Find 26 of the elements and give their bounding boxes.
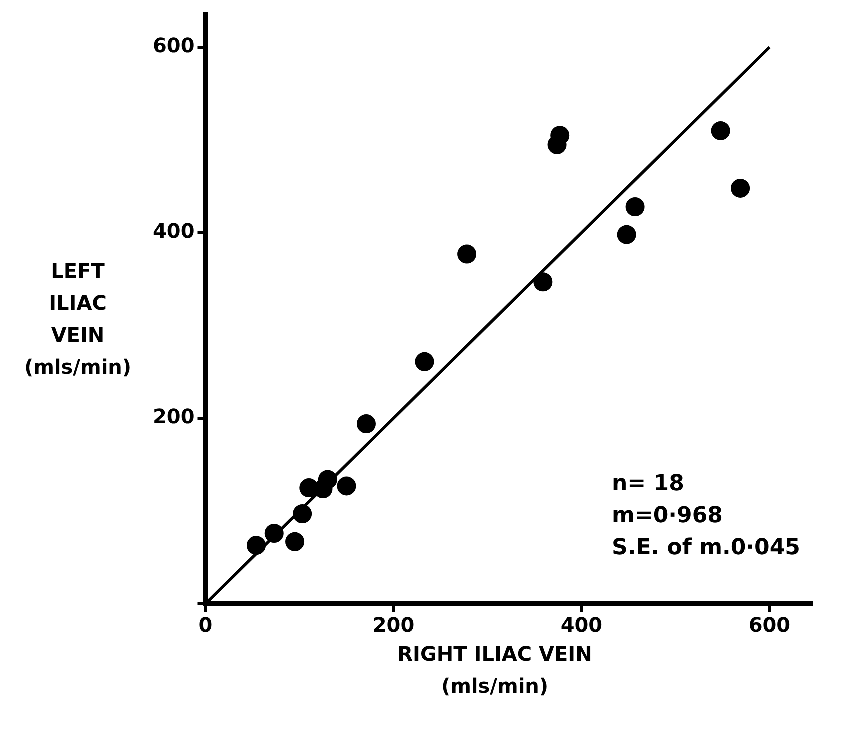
x-tick-label: 600 [748,613,791,638]
y-axis-title: LEFT ILIAC VEIN (mls/min) [23,258,133,381]
point [264,524,284,544]
point [626,198,645,217]
point [415,352,434,372]
point [731,178,750,198]
point [458,244,477,264]
y-tick-label: 400 [153,219,195,244]
point [318,470,338,490]
x-tick-label: 400 [560,613,603,638]
y-tick-label: 200 [153,404,195,429]
x-axis-title: RIGHT ILIAC VEIN (mls/min) [396,641,594,700]
point [534,272,553,292]
point [293,504,312,524]
y-tick-label: 600 [153,34,195,58]
point [286,532,305,552]
annotation: m=0·968 [612,504,723,529]
x-tick-label: 0 [198,613,213,638]
point [247,536,266,556]
annotation: S.E. of m.0·045 [612,536,800,561]
x-tick-label: 200 [372,613,415,638]
annotation: n= 18 [612,472,684,497]
point [711,121,730,140]
point [337,476,356,496]
point [617,225,636,244]
point [356,414,376,434]
